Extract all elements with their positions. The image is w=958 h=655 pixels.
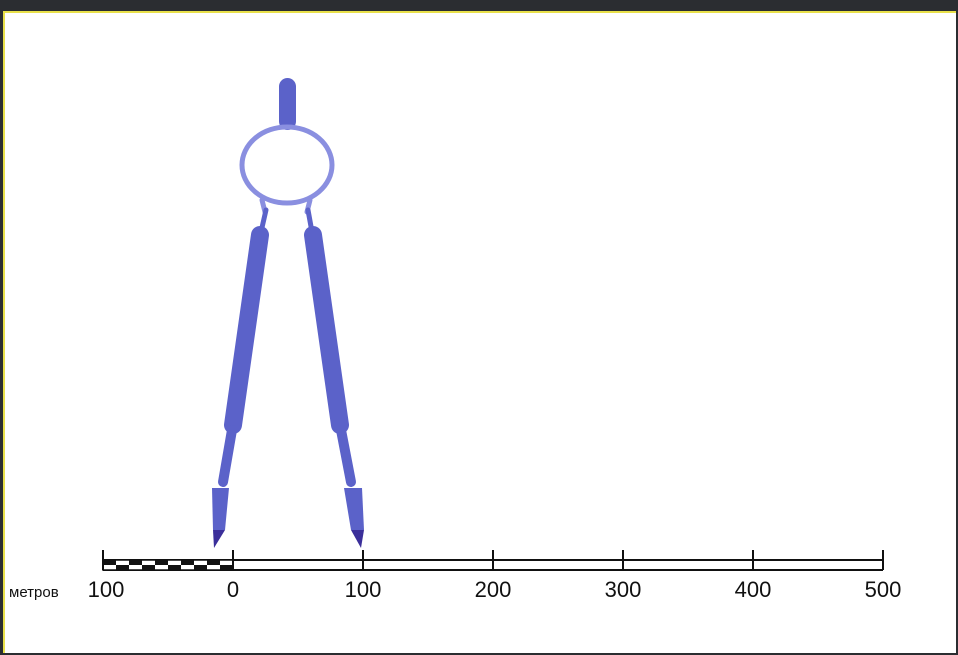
scale-tick-label-500: 500 — [865, 577, 902, 602]
compass-handle — [279, 78, 296, 130]
scale-tick-label-300: 300 — [605, 577, 642, 602]
compass-right-leg — [304, 207, 364, 548]
compass-left-leg — [212, 207, 269, 548]
drawing-compass-icon — [212, 78, 364, 548]
scale-tick-label-0: 0 — [227, 577, 239, 602]
scale-unit-label: метров — [9, 584, 59, 601]
scale-tick-label-400: 400 — [735, 577, 772, 602]
compass-head-ring — [239, 124, 335, 206]
scale-bar: метров 100 0 100 200 300 400 500 — [9, 550, 901, 602]
compass-left-tip — [213, 530, 225, 548]
scale-bar-subdivisions — [102, 559, 234, 571]
scale-left-label: 100 — [88, 577, 125, 602]
scale-tick-label-200: 200 — [475, 577, 512, 602]
compass-right-tip — [351, 530, 364, 548]
diagram-panel — [3, 11, 956, 653]
scale-tick-label-100: 100 — [345, 577, 382, 602]
